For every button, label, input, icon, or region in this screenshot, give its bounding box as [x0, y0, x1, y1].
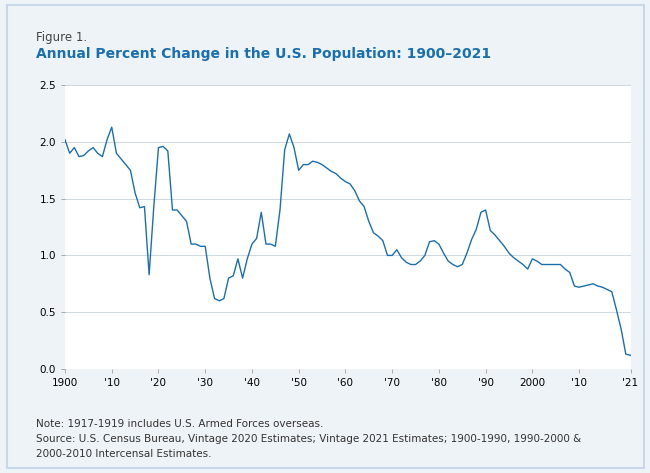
Text: 2000-2010 Intercensal Estimates.: 2000-2010 Intercensal Estimates. — [36, 449, 211, 459]
Text: Note: 1917-1919 includes U.S. Armed Forces overseas.: Note: 1917-1919 includes U.S. Armed Forc… — [36, 419, 323, 429]
Text: Annual Percent Change in the U.S. Population: 1900–2021: Annual Percent Change in the U.S. Popula… — [36, 47, 491, 61]
Text: Source: U.S. Census Bureau, Vintage 2020 Estimates; Vintage 2021 Estimates; 1900: Source: U.S. Census Bureau, Vintage 2020… — [36, 434, 581, 444]
Text: Figure 1.: Figure 1. — [36, 31, 87, 44]
